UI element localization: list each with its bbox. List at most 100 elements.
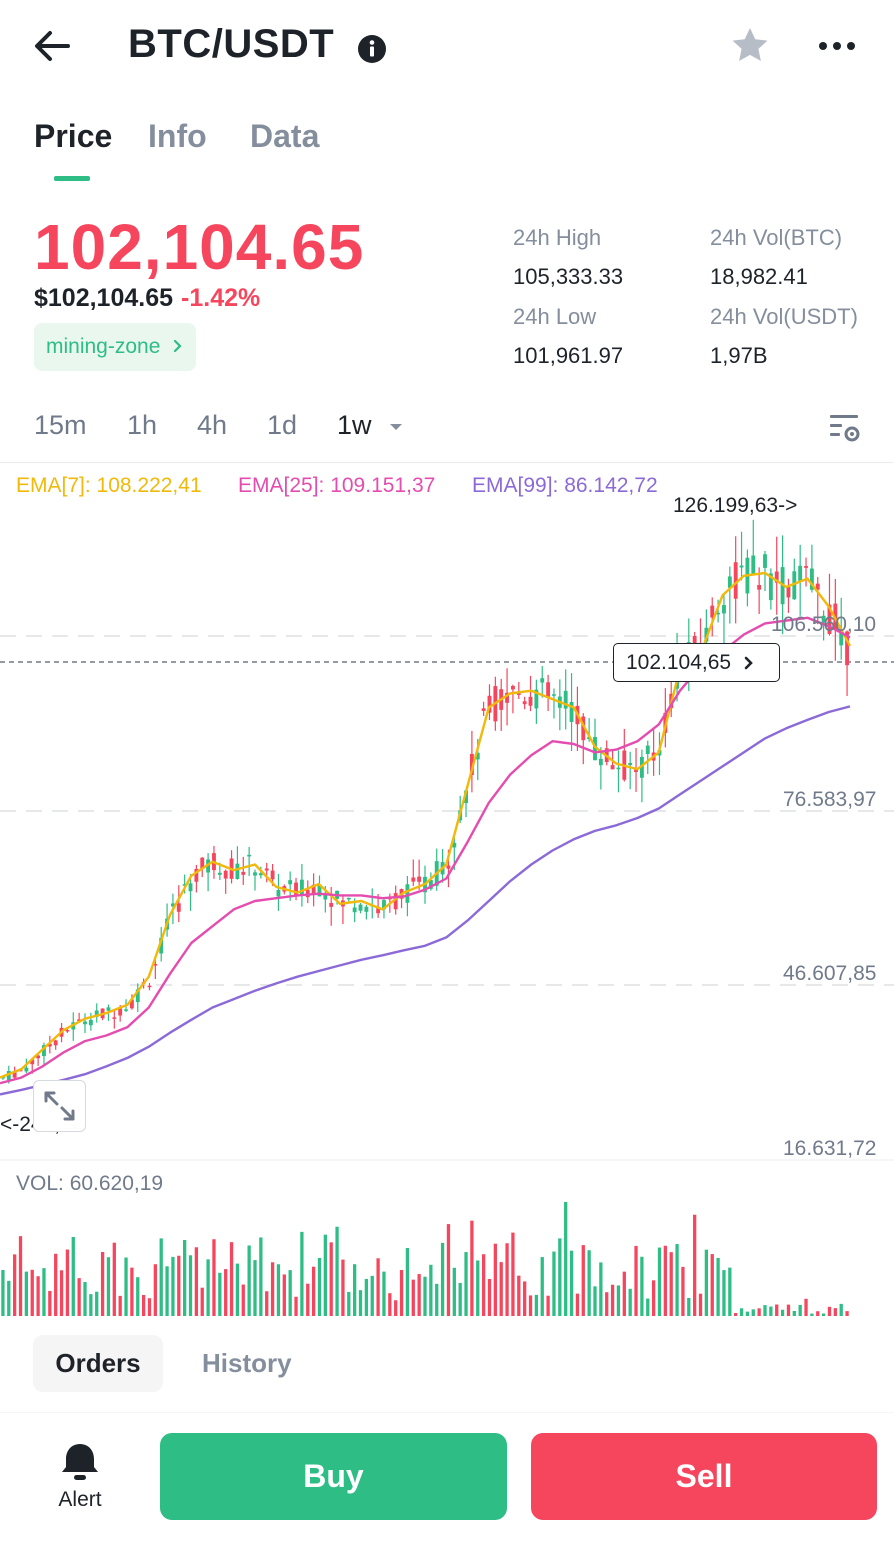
volume-bar (780, 1309, 785, 1316)
volume-bar (417, 1274, 421, 1316)
candle-body (469, 753, 474, 775)
current-price-tag[interactable]: 102.104,65 (613, 643, 780, 682)
bell-icon (62, 1444, 98, 1480)
volume-bar (241, 1284, 245, 1316)
candle-body (124, 1009, 128, 1011)
timeframe-4h[interactable]: 4h (197, 410, 228, 440)
candle-body (258, 873, 263, 876)
candle-body (200, 857, 205, 870)
candle-body (159, 937, 164, 954)
tab-price[interactable]: Price (34, 118, 113, 154)
volume-bar (798, 1304, 802, 1316)
volume-bar (147, 1298, 152, 1316)
candle-body (118, 1008, 123, 1016)
sell-button[interactable]: Sell (531, 1433, 877, 1520)
candle-body (405, 884, 410, 903)
volume-bar (722, 1270, 726, 1316)
candle-body (534, 689, 539, 709)
candle-body (522, 701, 527, 705)
timeframe-1w[interactable]: 1w (337, 410, 403, 441)
alert-button[interactable]: Alert (50, 1438, 110, 1518)
vol-btc-value: 18,982.41 (710, 264, 808, 289)
volume-bar (769, 1306, 773, 1316)
candle-body (710, 605, 715, 618)
volume-bar (429, 1264, 433, 1316)
buy-button[interactable]: Buy (160, 1433, 507, 1520)
candle-body (364, 906, 369, 912)
candle-body (264, 868, 269, 871)
candle-body (733, 562, 738, 599)
volume-bar (839, 1303, 843, 1316)
candlestick-chart[interactable] (0, 465, 894, 1165)
candle-body (528, 696, 533, 706)
candle-body (452, 842, 457, 848)
mining-zone-tag[interactable]: mining-zone (34, 323, 197, 371)
candle-body (598, 758, 603, 766)
volume-bar (599, 1262, 603, 1316)
more-options-icon[interactable] (815, 28, 859, 64)
favorite-star-icon[interactable] (729, 25, 771, 67)
volume-bar (716, 1257, 720, 1316)
candle-body (540, 678, 545, 683)
caret-down-icon (390, 423, 403, 430)
candle-body (346, 897, 351, 900)
volume-bar (247, 1245, 251, 1316)
volume-bar (804, 1298, 808, 1316)
candle-body (129, 999, 134, 1009)
volume-bar (235, 1263, 240, 1316)
volume-bar (270, 1262, 275, 1316)
candle-body (475, 752, 480, 760)
info-icon[interactable] (357, 34, 387, 64)
tab-history[interactable]: History (202, 1348, 292, 1378)
low-24h-value: 101,961.97 (513, 343, 624, 368)
back-arrow-icon[interactable] (30, 24, 74, 68)
candle-body (417, 876, 422, 882)
candle-body (112, 1017, 117, 1019)
expand-icon (44, 1091, 75, 1121)
candle-body (446, 865, 451, 869)
alert-label: Alert (58, 1488, 102, 1511)
candle-body (821, 615, 826, 623)
volume-bar (540, 1257, 544, 1316)
volume-bar (200, 1287, 204, 1316)
fullscreen-button[interactable] (33, 1080, 86, 1132)
volume-bar (394, 1300, 398, 1316)
volume-bar (481, 1254, 486, 1316)
volume-bar (704, 1249, 709, 1316)
ema99-legend: EMA[99]: 86.142,72 (472, 474, 658, 497)
volume-bar (587, 1250, 591, 1316)
volume-bar (435, 1283, 439, 1316)
volume-bar (71, 1236, 75, 1316)
tab-data[interactable]: Data (250, 118, 320, 154)
volume-bar (30, 1269, 34, 1316)
volume-bar (136, 1277, 140, 1316)
candle-body (639, 756, 644, 778)
candle-body (170, 903, 175, 907)
volume-bar (751, 1309, 755, 1316)
candle-body (739, 565, 744, 568)
volume-bar (517, 1275, 521, 1316)
top-bar: BTC/USDT (0, 0, 894, 95)
timeframe-1h[interactable]: 1h (127, 410, 158, 440)
volume-bar (757, 1308, 761, 1316)
candle-body (722, 605, 726, 614)
volume-bar (229, 1242, 234, 1316)
tab-orders[interactable]: Orders (33, 1335, 163, 1392)
volume-bar (646, 1298, 650, 1316)
candle-body (12, 1071, 17, 1078)
axis-label: 46.607,85 (783, 962, 877, 985)
volume-bar (693, 1214, 697, 1316)
volume-bar (83, 1282, 87, 1316)
timeframe-1d[interactable]: 1d (267, 410, 298, 440)
timeframe-15m[interactable]: 15m (34, 410, 87, 440)
candle-body (270, 870, 275, 880)
volume-bar (89, 1294, 93, 1316)
candle-body (628, 763, 633, 766)
candle-body (294, 882, 298, 896)
candle-body (311, 884, 316, 894)
tab-info[interactable]: Info (148, 118, 207, 154)
volume-bar (341, 1259, 345, 1316)
volume-bar (13, 1254, 17, 1316)
volume-bar (300, 1231, 304, 1316)
chart-settings-icon[interactable] (828, 411, 862, 445)
